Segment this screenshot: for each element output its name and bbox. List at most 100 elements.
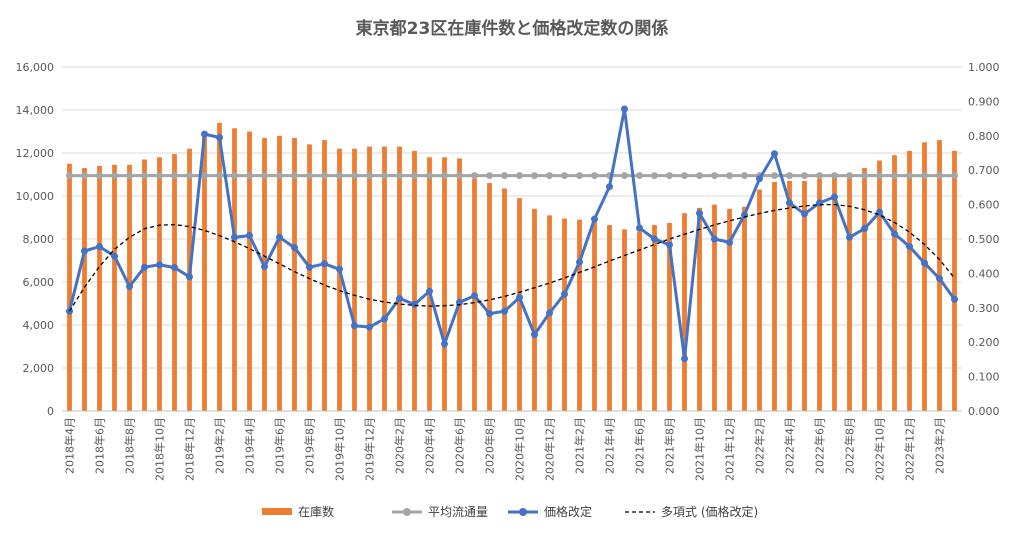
bar [112, 164, 117, 411]
bar [817, 178, 822, 411]
x-tick-label: 2021年2月 [573, 417, 587, 474]
bar [502, 188, 507, 411]
price-revision-point [951, 295, 958, 303]
price-revision-point [846, 233, 853, 241]
price-revision-point [351, 322, 358, 330]
x-tick-label: 2021年4月 [603, 417, 617, 474]
average-point [231, 172, 238, 180]
x-tick-label: 2023年2月 [933, 417, 947, 474]
x-tick-label: 2018年12月 [183, 417, 197, 481]
average-point [936, 172, 943, 180]
average-point [861, 172, 868, 180]
average-point [81, 172, 88, 180]
average-point [156, 172, 163, 180]
price-revision-point [471, 292, 478, 300]
bar [487, 183, 492, 411]
price-revision-point [606, 183, 613, 191]
price-revision-point [426, 287, 433, 295]
x-tick-label: 2021年6月 [633, 417, 647, 474]
average-point [411, 172, 418, 180]
bar [652, 225, 657, 411]
legend-label: 多項式 (価格改定) [661, 504, 758, 519]
x-tick-label: 2022年4月 [783, 417, 797, 474]
bar [622, 229, 627, 411]
price-revision-point [96, 243, 103, 251]
average-point [486, 172, 493, 180]
legend-item: 価格改定 [508, 504, 592, 519]
x-tick-label: 2018年6月 [93, 417, 107, 474]
y-right-tick-label: 0.700 [968, 164, 1000, 177]
average-point [816, 172, 823, 180]
price-revision-point [441, 340, 448, 348]
average-point [696, 172, 703, 180]
price-revision-point [906, 243, 913, 251]
bar [142, 159, 147, 411]
bar [292, 137, 297, 411]
average-point [171, 172, 178, 180]
y-right-tick-label: 0.800 [968, 130, 1000, 143]
price-revision-point [816, 199, 823, 207]
y-left-tick-label: 12,000 [16, 147, 55, 160]
price-revision-point [516, 293, 523, 301]
average-point [441, 172, 448, 180]
x-tick-label: 2022年8月 [843, 417, 857, 474]
average-point [321, 172, 328, 180]
price-revision-point [156, 261, 163, 269]
price-revision-point [411, 300, 418, 308]
average-point [621, 172, 628, 180]
average-point [201, 172, 208, 180]
x-tick-label: 2022年10月 [873, 417, 887, 481]
bar [202, 135, 207, 412]
price-revision-point [81, 247, 88, 255]
average-point [426, 172, 433, 180]
y-right-tick-label: 0.500 [968, 233, 1000, 246]
price-revision-point [396, 295, 403, 303]
bar [697, 207, 702, 411]
average-point [846, 172, 853, 180]
price-revision-point [501, 307, 508, 315]
legend-label: 平均流通量 [428, 505, 488, 519]
price-revision-point [201, 130, 208, 138]
price-revision-point [681, 355, 688, 363]
price-revision-point [861, 225, 868, 233]
price-revision-point [696, 209, 703, 217]
average-point [186, 172, 193, 180]
x-tick-label: 2021年8月 [663, 417, 677, 474]
legend-item: 多項式 (価格改定) [625, 504, 758, 519]
average-point [66, 172, 73, 180]
average-point [96, 172, 103, 180]
legend-marker [403, 508, 411, 516]
bar [952, 150, 957, 411]
average-point [561, 172, 568, 180]
y-left-tick-label: 2,000 [23, 362, 55, 375]
x-tick-label: 2019年4月 [243, 417, 257, 474]
price-revision-point [531, 331, 538, 339]
bar [397, 146, 402, 412]
average-point [801, 172, 808, 180]
price-revision-point [561, 290, 568, 298]
bar [337, 148, 342, 411]
bar [877, 160, 882, 411]
price-revision-point [141, 263, 148, 271]
average-point [291, 172, 298, 180]
price-revision-point [831, 193, 838, 201]
average-point [126, 172, 133, 180]
average-point [516, 172, 523, 180]
bar [517, 198, 522, 411]
price-revision-point [276, 233, 283, 241]
y-left-tick-label: 8,000 [23, 233, 55, 246]
average-point [396, 172, 403, 180]
bar [712, 204, 717, 411]
price-revision-point [891, 230, 898, 238]
price-revision-point [786, 199, 793, 207]
bar [82, 168, 87, 411]
bar [922, 142, 927, 411]
bar [907, 150, 912, 411]
x-tick-label: 2022年12月 [903, 417, 917, 481]
y-right-tick-label: 0.600 [968, 199, 1000, 212]
bar [367, 146, 372, 412]
y-left-tick-label: 4,000 [23, 319, 55, 332]
average-point [306, 172, 313, 180]
average-point [741, 172, 748, 180]
